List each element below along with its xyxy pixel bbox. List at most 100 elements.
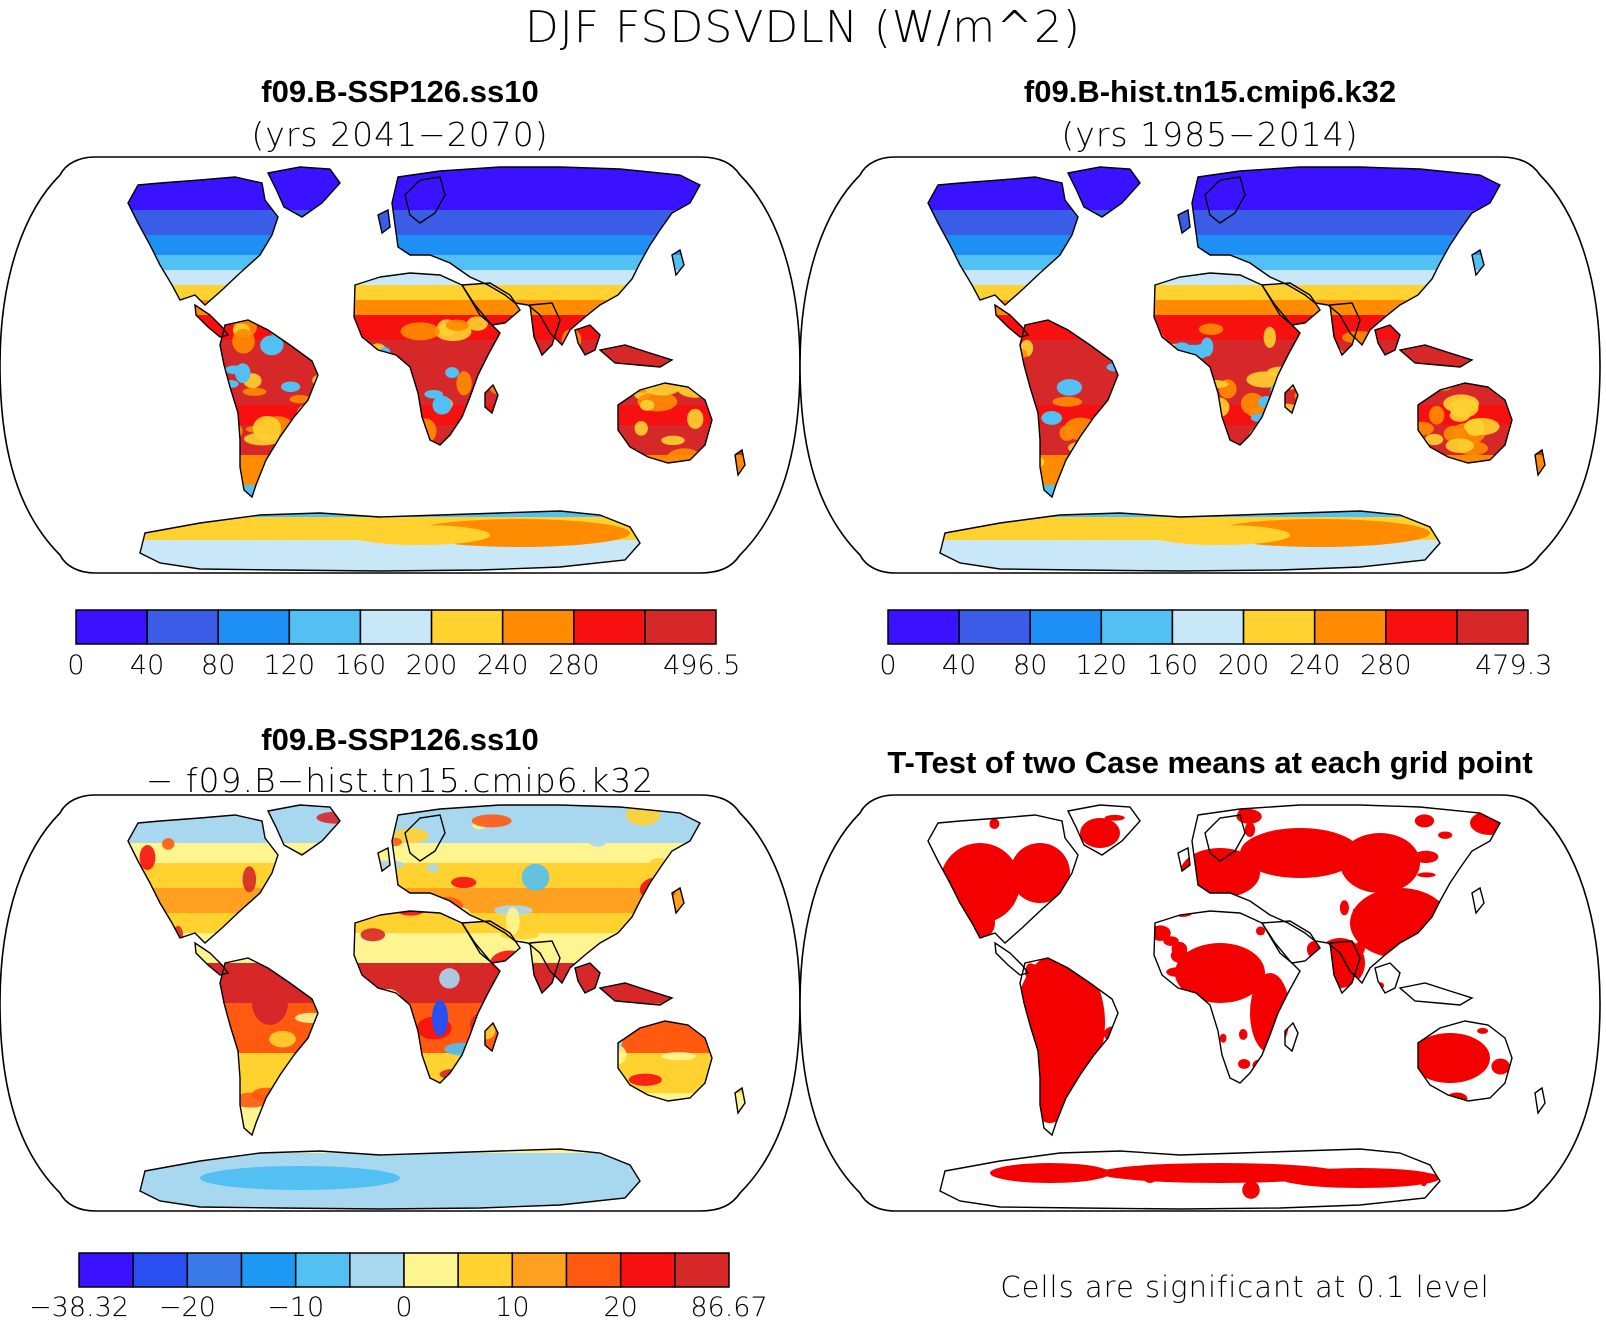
coastline-japan xyxy=(671,886,685,915)
colorbar-box xyxy=(501,609,575,645)
colorbar-box xyxy=(457,1252,514,1288)
coastline-australia xyxy=(617,1020,713,1102)
colorbar-box xyxy=(1029,609,1103,645)
colorbar-box xyxy=(430,609,504,645)
coastline-sa xyxy=(1019,957,1119,1137)
coastline-ca xyxy=(194,941,230,976)
panel-historical-subtitle: (yrs 1985−2014) xyxy=(1061,115,1359,154)
colorbar-tick-label: −38.32 xyxy=(29,1292,129,1323)
coastline-arabia xyxy=(460,920,521,964)
coastline-na xyxy=(927,176,1079,306)
coastline-africa xyxy=(1153,272,1301,446)
colorbar-tick-label: 0 xyxy=(67,650,85,681)
coastline-indonesia xyxy=(598,982,674,1006)
colorbar-box xyxy=(75,609,148,645)
colorbar-tick-label: 80 xyxy=(201,650,236,681)
colorbar-box xyxy=(511,1252,568,1288)
coastline-greenland xyxy=(1066,166,1141,218)
colorbar-tick-label: 160 xyxy=(334,650,387,681)
colorbar-box xyxy=(887,609,960,645)
coastline-nz xyxy=(1534,1086,1546,1115)
colorbar-tick-label: 40 xyxy=(941,650,977,681)
colorbar-tick-label: 0 xyxy=(395,1292,413,1323)
colorbar-tick-label: −10 xyxy=(267,1292,325,1323)
coastline-indonesia xyxy=(1398,982,1474,1006)
coastline-greenland xyxy=(266,804,341,856)
coastline-madagascar xyxy=(484,383,499,415)
coastline-seasia xyxy=(574,962,601,994)
coastline-ca xyxy=(194,303,230,338)
coastline-japan xyxy=(1471,248,1485,277)
coastline-madagascar xyxy=(484,1021,499,1053)
coastline-ca xyxy=(994,303,1030,338)
colorbar-box xyxy=(146,609,219,645)
colorbar-box xyxy=(1456,609,1529,645)
colorbar-tick-label: 120 xyxy=(263,650,316,681)
map-future xyxy=(0,156,801,574)
coastline-na xyxy=(127,176,279,306)
colorbar-tick-label: 200 xyxy=(405,650,458,681)
coastline-uk xyxy=(377,208,391,235)
coastline-india xyxy=(529,940,561,995)
coastline-arabia xyxy=(1260,282,1321,326)
colorbar-tick-label: 10 xyxy=(495,1292,530,1323)
colorbar-box xyxy=(1100,609,1174,645)
colorbar-tick-label: 240 xyxy=(1288,650,1341,681)
coastline-antarctica xyxy=(139,510,641,572)
map-historical xyxy=(799,156,1601,574)
coastline-india xyxy=(1329,302,1361,357)
panel-historical-title: f09.B-hist.tn15.cmip6.k32 xyxy=(1023,74,1397,109)
coastline-arabia xyxy=(460,282,521,326)
colorbar-box xyxy=(644,609,717,645)
colorbar-tick-label: 80 xyxy=(1013,650,1048,681)
map-border xyxy=(0,794,801,1212)
coastline-australia xyxy=(617,382,713,464)
coastline-seasia xyxy=(1374,962,1401,994)
colorbar-box xyxy=(403,1252,459,1288)
colorbar-box xyxy=(359,609,433,645)
page-title: DJF FSDSVDLN (W/m^2) xyxy=(524,2,1082,53)
coastline-na xyxy=(127,814,279,944)
colorbar-box xyxy=(674,1252,730,1288)
coastline-australia xyxy=(1417,1020,1513,1102)
colorbar-difference-labels: −38.32 −20 −10 0 10 20 86.67 xyxy=(29,1292,768,1323)
coastline-scandinavia xyxy=(404,814,446,862)
coastline-seasia xyxy=(574,324,601,356)
colorbar-tick-label: 479.3 xyxy=(1475,650,1553,681)
colorbar-tick-label: 280 xyxy=(1359,650,1412,681)
map-border xyxy=(0,156,801,574)
coastline-antarctica xyxy=(939,510,1441,572)
coastline-arabia xyxy=(1260,920,1321,964)
colorbar-box xyxy=(240,1252,297,1288)
colorbar-tick-label: 200 xyxy=(1217,650,1270,681)
coastline-eurasia xyxy=(391,166,701,347)
colorbar-box xyxy=(78,1252,134,1288)
colorbar-tick-label: 86.67 xyxy=(690,1292,768,1323)
coastline-nz xyxy=(734,1086,746,1115)
coastline-indonesia xyxy=(598,344,674,368)
coastline-eurasia xyxy=(1191,804,1501,985)
panel-future-subtitle: (yrs 2041−2070) xyxy=(251,115,549,154)
colorbar-future-labels: 0 40 80 120 160 200 240 280 496.5 xyxy=(67,650,740,686)
colorbar-box xyxy=(132,1252,189,1288)
colorbar-box xyxy=(958,609,1031,645)
coastline-madagascar xyxy=(1284,383,1299,415)
colorbar-tick-label: 496.5 xyxy=(663,650,741,681)
coastline-india xyxy=(529,302,561,357)
coastline-japan xyxy=(671,248,685,277)
colorbar-difference xyxy=(78,1252,730,1288)
colorbar-tick-label: 20 xyxy=(603,1292,638,1323)
coastline-africa xyxy=(1153,910,1301,1084)
coastline-scandinavia xyxy=(1204,814,1246,862)
coastline-greenland xyxy=(266,166,341,218)
colorbar-box xyxy=(573,609,646,645)
map-border xyxy=(799,794,1601,1212)
coastline-scandinavia xyxy=(404,176,446,224)
colorbar-box xyxy=(1385,609,1458,645)
colorbar-tick-label: 280 xyxy=(547,650,600,681)
coastline-eurasia xyxy=(391,804,701,985)
colorbar-box xyxy=(1313,609,1387,645)
coastline-sa xyxy=(219,957,319,1137)
coastline-india xyxy=(1329,940,1361,995)
colorbar-box xyxy=(294,1252,351,1288)
